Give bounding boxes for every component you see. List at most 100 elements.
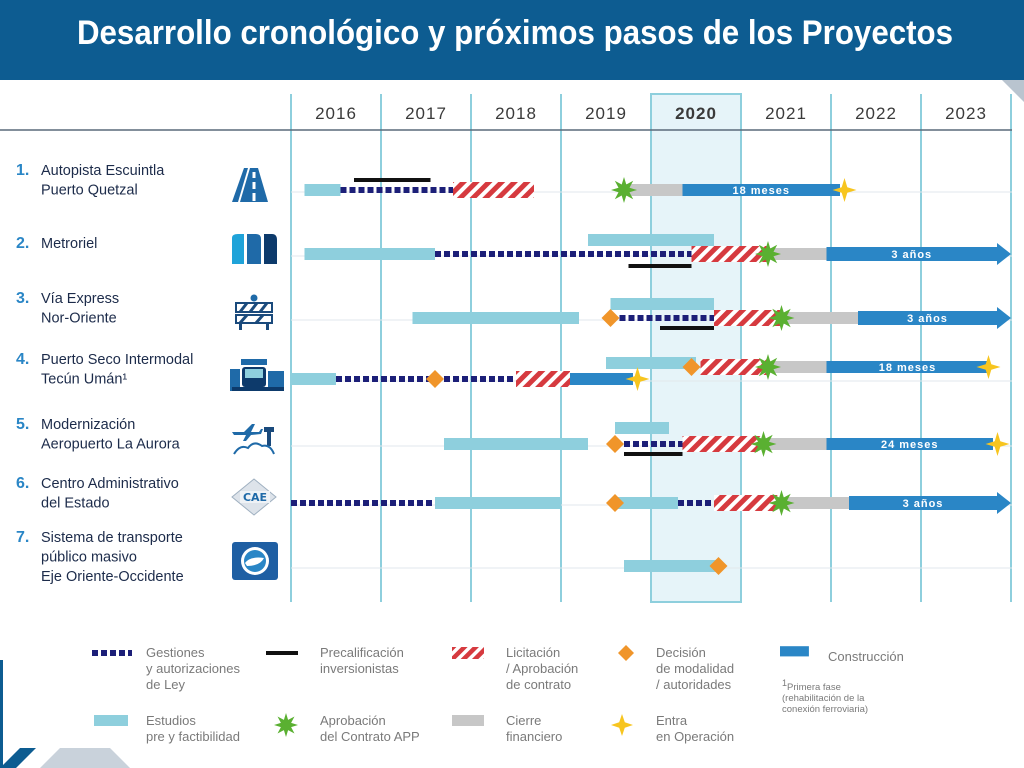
marker-operacion — [985, 432, 1010, 456]
legend-construccion-label: Construcción — [828, 649, 904, 664]
marker-aprobacion — [755, 241, 781, 267]
row-name-line: Sistema de transporte — [41, 530, 183, 546]
duration-label: 3 años — [907, 313, 948, 325]
row-name-line: Modernización — [41, 417, 135, 433]
legend-licitacion-symbol — [452, 647, 484, 659]
svg-text:CAE: CAE — [243, 491, 267, 504]
bar-licitacion — [516, 371, 570, 387]
bar-construccion — [570, 373, 633, 385]
marker-decision — [709, 557, 728, 575]
row-name-line: Tecún Umán¹ — [41, 372, 127, 388]
legend-item-cierre: Cierre financiero — [452, 713, 562, 745]
bar-precalificacion — [354, 178, 431, 182]
duration-label: 3 años — [903, 498, 944, 510]
bar-cierre — [763, 438, 827, 450]
row-number: 3. — [16, 290, 29, 307]
bar-estudios — [435, 497, 561, 509]
row-name-line: Nor-Oriente — [41, 311, 117, 327]
metro-icon — [232, 234, 277, 264]
legend-gestiones-symbol — [92, 650, 132, 656]
bar-licitacion — [714, 310, 782, 326]
bar-licitacion — [700, 359, 768, 375]
left-accent-bar — [0, 660, 3, 768]
bar-precalificacion — [660, 326, 714, 330]
row-name-line: Metroriel — [41, 236, 97, 252]
legend-item-estudios: Estudios pre y factibilidad — [92, 713, 240, 745]
row-name-line: público masivo — [41, 550, 137, 566]
marker-aprobacion — [755, 354, 781, 380]
legend-cierre-symbol — [452, 715, 484, 726]
bar-licitacion — [691, 246, 768, 262]
bar-cierre — [768, 248, 827, 260]
legend-licitacion-label: Licitación / Aprobación de contrato — [506, 645, 579, 692]
legend-item-operacion: Entra en Operación — [602, 713, 734, 745]
header-banner: Desarrollo cronológico y próximos pasos … — [0, 0, 1024, 80]
marker-decision — [601, 309, 620, 327]
airport-icon — [232, 424, 275, 455]
footnote-text: Primera fase (rehabilitación de la conex… — [782, 682, 869, 716]
legend-operacion-symbol — [611, 714, 633, 736]
legend-precalificacion-symbol — [266, 651, 298, 655]
bar-cierre — [781, 312, 858, 324]
legend-item-precalificacion: Precalificación inversionistas — [266, 645, 404, 677]
marker-aprobacion — [611, 177, 637, 203]
legend-gestiones-label: Gestiones y autorizaciones de Ley — [146, 645, 240, 692]
row-name-line: Puerto Quetzal — [41, 183, 138, 199]
marker-operacion — [976, 355, 1001, 379]
legend-decision-label: Decisión de modalidad / autoridades — [656, 645, 735, 692]
bar-licitacion — [714, 495, 782, 511]
legend-item-gestiones: Gestiones y autorizaciones de Ley — [92, 645, 240, 693]
duration-label: 3 años — [891, 249, 932, 261]
row-number: 1. — [16, 162, 29, 179]
legend-footnote: 1Primera fase (rehabilitación de la cone… — [782, 678, 892, 715]
bar-cierre — [624, 184, 683, 196]
row-name-line: Vía Express — [41, 291, 119, 307]
bar-construccion — [826, 243, 1011, 265]
bar-estudios — [610, 298, 714, 310]
dry-port-icon — [230, 359, 284, 391]
corner-decoration — [1002, 80, 1024, 102]
bar-licitacion — [682, 436, 764, 452]
marker-decision — [606, 435, 624, 453]
bar-cierre — [768, 361, 827, 373]
row-name-line: Autopista Escuintla — [41, 163, 165, 179]
row-number: 2. — [16, 235, 29, 252]
legend-cierre-label: Cierre financiero — [506, 713, 563, 744]
row-name-line: del Estado — [41, 496, 110, 512]
legend-estudios-label: Estudios pre y factibilidad — [146, 713, 240, 744]
marker-aprobacion — [768, 305, 795, 331]
bar-estudios — [412, 312, 579, 324]
marker-decision — [682, 358, 701, 376]
marker-decision — [426, 370, 444, 388]
year-label-2018: 2018 — [495, 104, 537, 123]
bar-precalificacion — [624, 452, 683, 456]
legend-estudios-symbol — [94, 715, 128, 726]
row-name-line: Centro Administrativo — [41, 476, 179, 492]
bar-estudios — [588, 234, 714, 246]
legend: Gestiones y autorizaciones de Ley Precal… — [0, 612, 1024, 768]
bar-cierre — [781, 497, 849, 509]
legend-precalificacion-label: Precalificación inversionistas — [320, 645, 404, 676]
bottom-decoration — [0, 748, 130, 768]
year-label-2023: 2023 — [945, 104, 987, 123]
row-number: 7. — [16, 529, 29, 546]
row-name-line: Eje Oriente-Occidente — [41, 569, 184, 585]
duration-label: 18 meses — [879, 362, 937, 374]
highway-icon — [232, 168, 268, 202]
bar-estudios — [304, 248, 435, 260]
bar-estudios — [444, 438, 588, 450]
row-number: 4. — [16, 351, 29, 368]
marker-aprobacion — [768, 490, 795, 516]
duration-label: 24 meses — [881, 439, 939, 451]
row-name-line: Puerto Seco Intermodal — [41, 352, 193, 368]
page-title: Desarrollo cronológico y próximos pasos … — [76, 14, 954, 52]
legend-decision-symbol — [618, 645, 634, 661]
legend-item-aprobacion: Aprobación del Contrato APP — [266, 713, 420, 745]
legend-item-construccion: Construcción — [780, 645, 904, 665]
bar-estudios — [615, 497, 678, 509]
year-label-2022: 2022 — [855, 104, 897, 123]
bar-precalificacion — [628, 264, 692, 268]
legend-aprobacion-symbol — [274, 713, 298, 737]
bar-licitacion — [453, 182, 534, 198]
marker-operacion — [832, 178, 857, 202]
